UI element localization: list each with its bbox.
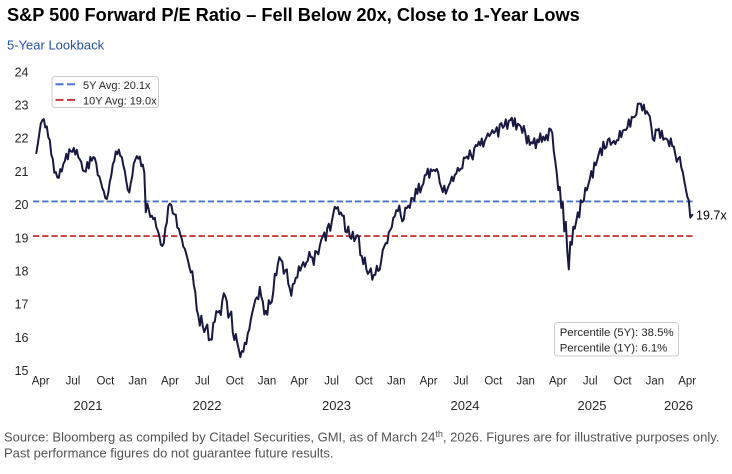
svg-text:15: 15 <box>15 364 29 378</box>
svg-text:Apr: Apr <box>420 376 438 388</box>
svg-text:Oct: Oct <box>226 376 245 388</box>
svg-text:21: 21 <box>15 165 29 179</box>
svg-text:Jan: Jan <box>387 376 406 388</box>
svg-text:Source: Bloomberg as compiled: Source: Bloomberg as compiled by Citadel… <box>4 429 719 445</box>
svg-text:5-Year Lookback: 5-Year Lookback <box>7 38 105 53</box>
svg-text:Apr: Apr <box>32 376 50 388</box>
svg-text:19.7x: 19.7x <box>696 209 727 223</box>
svg-text:Jan: Jan <box>646 376 665 388</box>
svg-text:S&P 500 Forward P/E Ratio – Fe: S&P 500 Forward P/E Ratio – Fell Below 2… <box>7 5 580 25</box>
svg-text:24: 24 <box>15 65 29 79</box>
svg-text:18: 18 <box>15 265 29 279</box>
svg-text:2022: 2022 <box>193 398 222 413</box>
svg-text:2025: 2025 <box>578 398 607 413</box>
svg-text:23: 23 <box>15 99 29 113</box>
svg-text:Past performance figures do no: Past performance figures do not guarante… <box>4 446 334 461</box>
svg-text:22: 22 <box>15 132 29 146</box>
svg-text:2023: 2023 <box>322 398 351 413</box>
svg-text:2021: 2021 <box>74 398 103 413</box>
svg-text:2026: 2026 <box>664 398 693 413</box>
svg-text:Oct: Oct <box>355 376 374 388</box>
svg-text:2024: 2024 <box>451 398 480 413</box>
svg-text:Jul: Jul <box>583 376 598 388</box>
svg-text:Jan: Jan <box>516 376 535 388</box>
svg-text:Oct: Oct <box>96 376 115 388</box>
svg-text:Apr: Apr <box>290 376 308 388</box>
svg-text:20: 20 <box>15 198 29 212</box>
svg-text:Jul: Jul <box>195 376 210 388</box>
svg-text:Jul: Jul <box>324 376 339 388</box>
svg-text:5Y Avg: 20.1x: 5Y Avg: 20.1x <box>83 80 151 92</box>
svg-text:Apr: Apr <box>161 376 179 388</box>
svg-text:17: 17 <box>15 298 29 312</box>
svg-text:16: 16 <box>15 331 29 345</box>
svg-text:Jan: Jan <box>258 376 277 388</box>
svg-text:Percentile (5Y): 38.5%: Percentile (5Y): 38.5% <box>560 327 674 339</box>
svg-text:Jul: Jul <box>66 376 81 388</box>
svg-text:Percentile (1Y): 6.1%: Percentile (1Y): 6.1% <box>560 343 668 355</box>
svg-text:Apr: Apr <box>678 376 696 388</box>
svg-text:Jul: Jul <box>454 376 469 388</box>
svg-text:Oct: Oct <box>484 376 503 388</box>
svg-text:Apr: Apr <box>549 376 567 388</box>
svg-text:Jan: Jan <box>128 376 147 388</box>
svg-text:19: 19 <box>15 231 29 245</box>
svg-text:Oct: Oct <box>614 376 633 388</box>
svg-text:10Y Avg: 19.0x: 10Y Avg: 19.0x <box>83 96 157 108</box>
